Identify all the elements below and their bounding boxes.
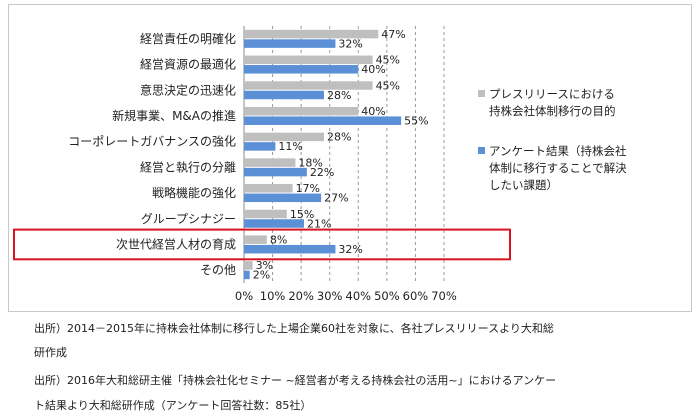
highlight-box <box>13 228 511 261</box>
category-label: グループシナジー <box>141 212 236 226</box>
data-label-press-release: 28% <box>327 131 351 144</box>
data-label-survey: 55% <box>404 114 428 127</box>
legend-label: プレスリリースにおける <box>489 87 615 101</box>
bar-press-release <box>244 184 293 193</box>
source-note-line-1: 出所）2014－2015年に持株会社体制に移行した上場企業60社を対象に、各社プ… <box>34 322 554 335</box>
bar-press-release <box>244 261 253 270</box>
x-tick-label: 40% <box>346 289 372 303</box>
x-tick-label: 30% <box>317 289 343 303</box>
x-tick-label: 10% <box>260 289 286 303</box>
category-label: 新規事業、M&Aの推進 <box>112 108 236 123</box>
bar-press-release <box>244 106 359 116</box>
legend-swatch <box>478 90 485 97</box>
x-tick-label: 20% <box>288 289 314 303</box>
bar-press-release <box>244 209 287 219</box>
bar-press-release <box>244 132 324 142</box>
data-label-survey: 11% <box>278 140 302 153</box>
bar-survey <box>244 90 324 100</box>
legend-swatch <box>478 147 485 154</box>
source-note-line-3: 出所）2016年大和総研主催「持株会社化セミナー ~経営者が考える持株会社の活用… <box>34 374 557 387</box>
data-label-press-release: 45% <box>376 79 400 92</box>
x-tick-label: 0% <box>235 289 253 303</box>
data-label-survey: 32% <box>338 243 362 256</box>
data-label-press-release: 45% <box>376 54 400 67</box>
data-label-survey: 28% <box>327 89 351 102</box>
bar-press-release <box>244 158 296 167</box>
bar-survey <box>244 167 307 177</box>
bar-survey <box>244 244 336 254</box>
x-tick-label: 70% <box>431 289 457 303</box>
data-label-survey: 2% <box>253 269 270 282</box>
bar-survey <box>244 142 276 151</box>
data-label-press-release: 3% <box>256 259 273 272</box>
category-label: コーポレートガバナンスの強化 <box>68 135 236 149</box>
data-label-survey: 21% <box>307 217 331 230</box>
legend-label: したい課題） <box>489 178 558 192</box>
bar-survey <box>244 219 304 228</box>
data-label-press-release: 40% <box>361 105 385 118</box>
bar-chart: 0% 10% 20% 30% 40% 50% 60% 70%経営責任の明確化 47%32%経営資… <box>13 26 627 303</box>
bar-press-release <box>244 55 373 65</box>
data-label-press-release: 17% <box>296 182 320 195</box>
bar-press-release <box>244 29 379 39</box>
source-note-line-2: 研作成 <box>34 346 67 359</box>
category-label: 経営資源の最適化 <box>140 57 236 72</box>
bar-press-release <box>244 81 373 90</box>
bar-press-release <box>244 235 267 244</box>
data-label-survey: 27% <box>324 192 348 205</box>
x-tick-label: 50% <box>374 289 400 303</box>
data-label-press-release: 47% <box>381 28 405 41</box>
data-label-survey: 40% <box>361 63 385 76</box>
category-label: 経営責任の明確化 <box>140 31 236 46</box>
bar-survey <box>244 39 336 48</box>
bar-survey <box>244 65 359 74</box>
x-tick-label: 60% <box>403 289 429 303</box>
data-label-survey: 22% <box>310 166 334 179</box>
data-label-press-release: 18% <box>298 156 322 169</box>
data-label-press-release: 15% <box>290 208 314 221</box>
bar-survey <box>244 193 322 203</box>
category-label: 戦略機能の強化 <box>152 185 236 200</box>
legend-label: 体制に移行することで解決 <box>489 161 627 175</box>
legend-label: アンケート結果（持株会社 <box>489 144 627 158</box>
category-label: 次世代経営人材の育成 <box>116 236 236 251</box>
bar-survey <box>244 116 402 125</box>
legend-label: 持株会社体制移行の目的 <box>489 104 616 118</box>
category-label: 意思決定の迅速化 <box>140 82 236 97</box>
category-label: 経営と執行の分離 <box>140 160 236 174</box>
data-label-press-release: 8% <box>270 233 287 246</box>
category-label: その他 <box>200 263 236 277</box>
source-note-line-4: ト結果より大和総研作成（アンケート回答社数：85社） <box>34 399 312 412</box>
bar-survey <box>244 270 250 280</box>
chart-frame <box>8 4 692 312</box>
data-label-survey: 32% <box>338 37 362 50</box>
